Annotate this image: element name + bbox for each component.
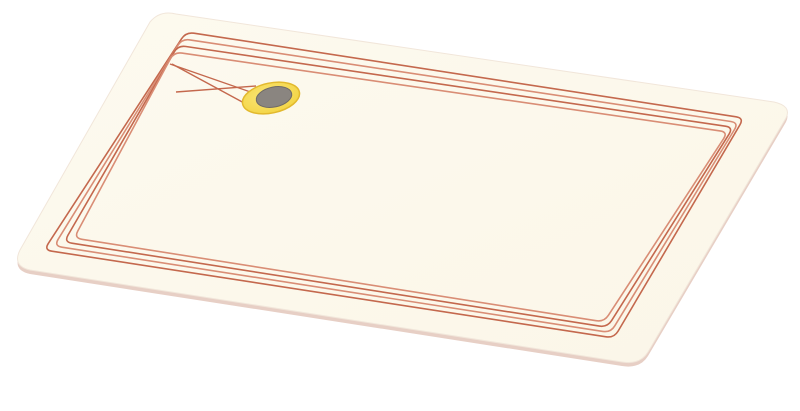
antenna-loop [75,52,726,322]
antenna-loop [65,45,732,328]
antenna-coil [46,32,743,338]
chip-module [241,81,301,115]
antenna-bridge-wires [169,63,263,105]
antenna-loop [46,32,743,338]
chip-die [255,86,293,108]
antenna-loop [55,38,737,333]
